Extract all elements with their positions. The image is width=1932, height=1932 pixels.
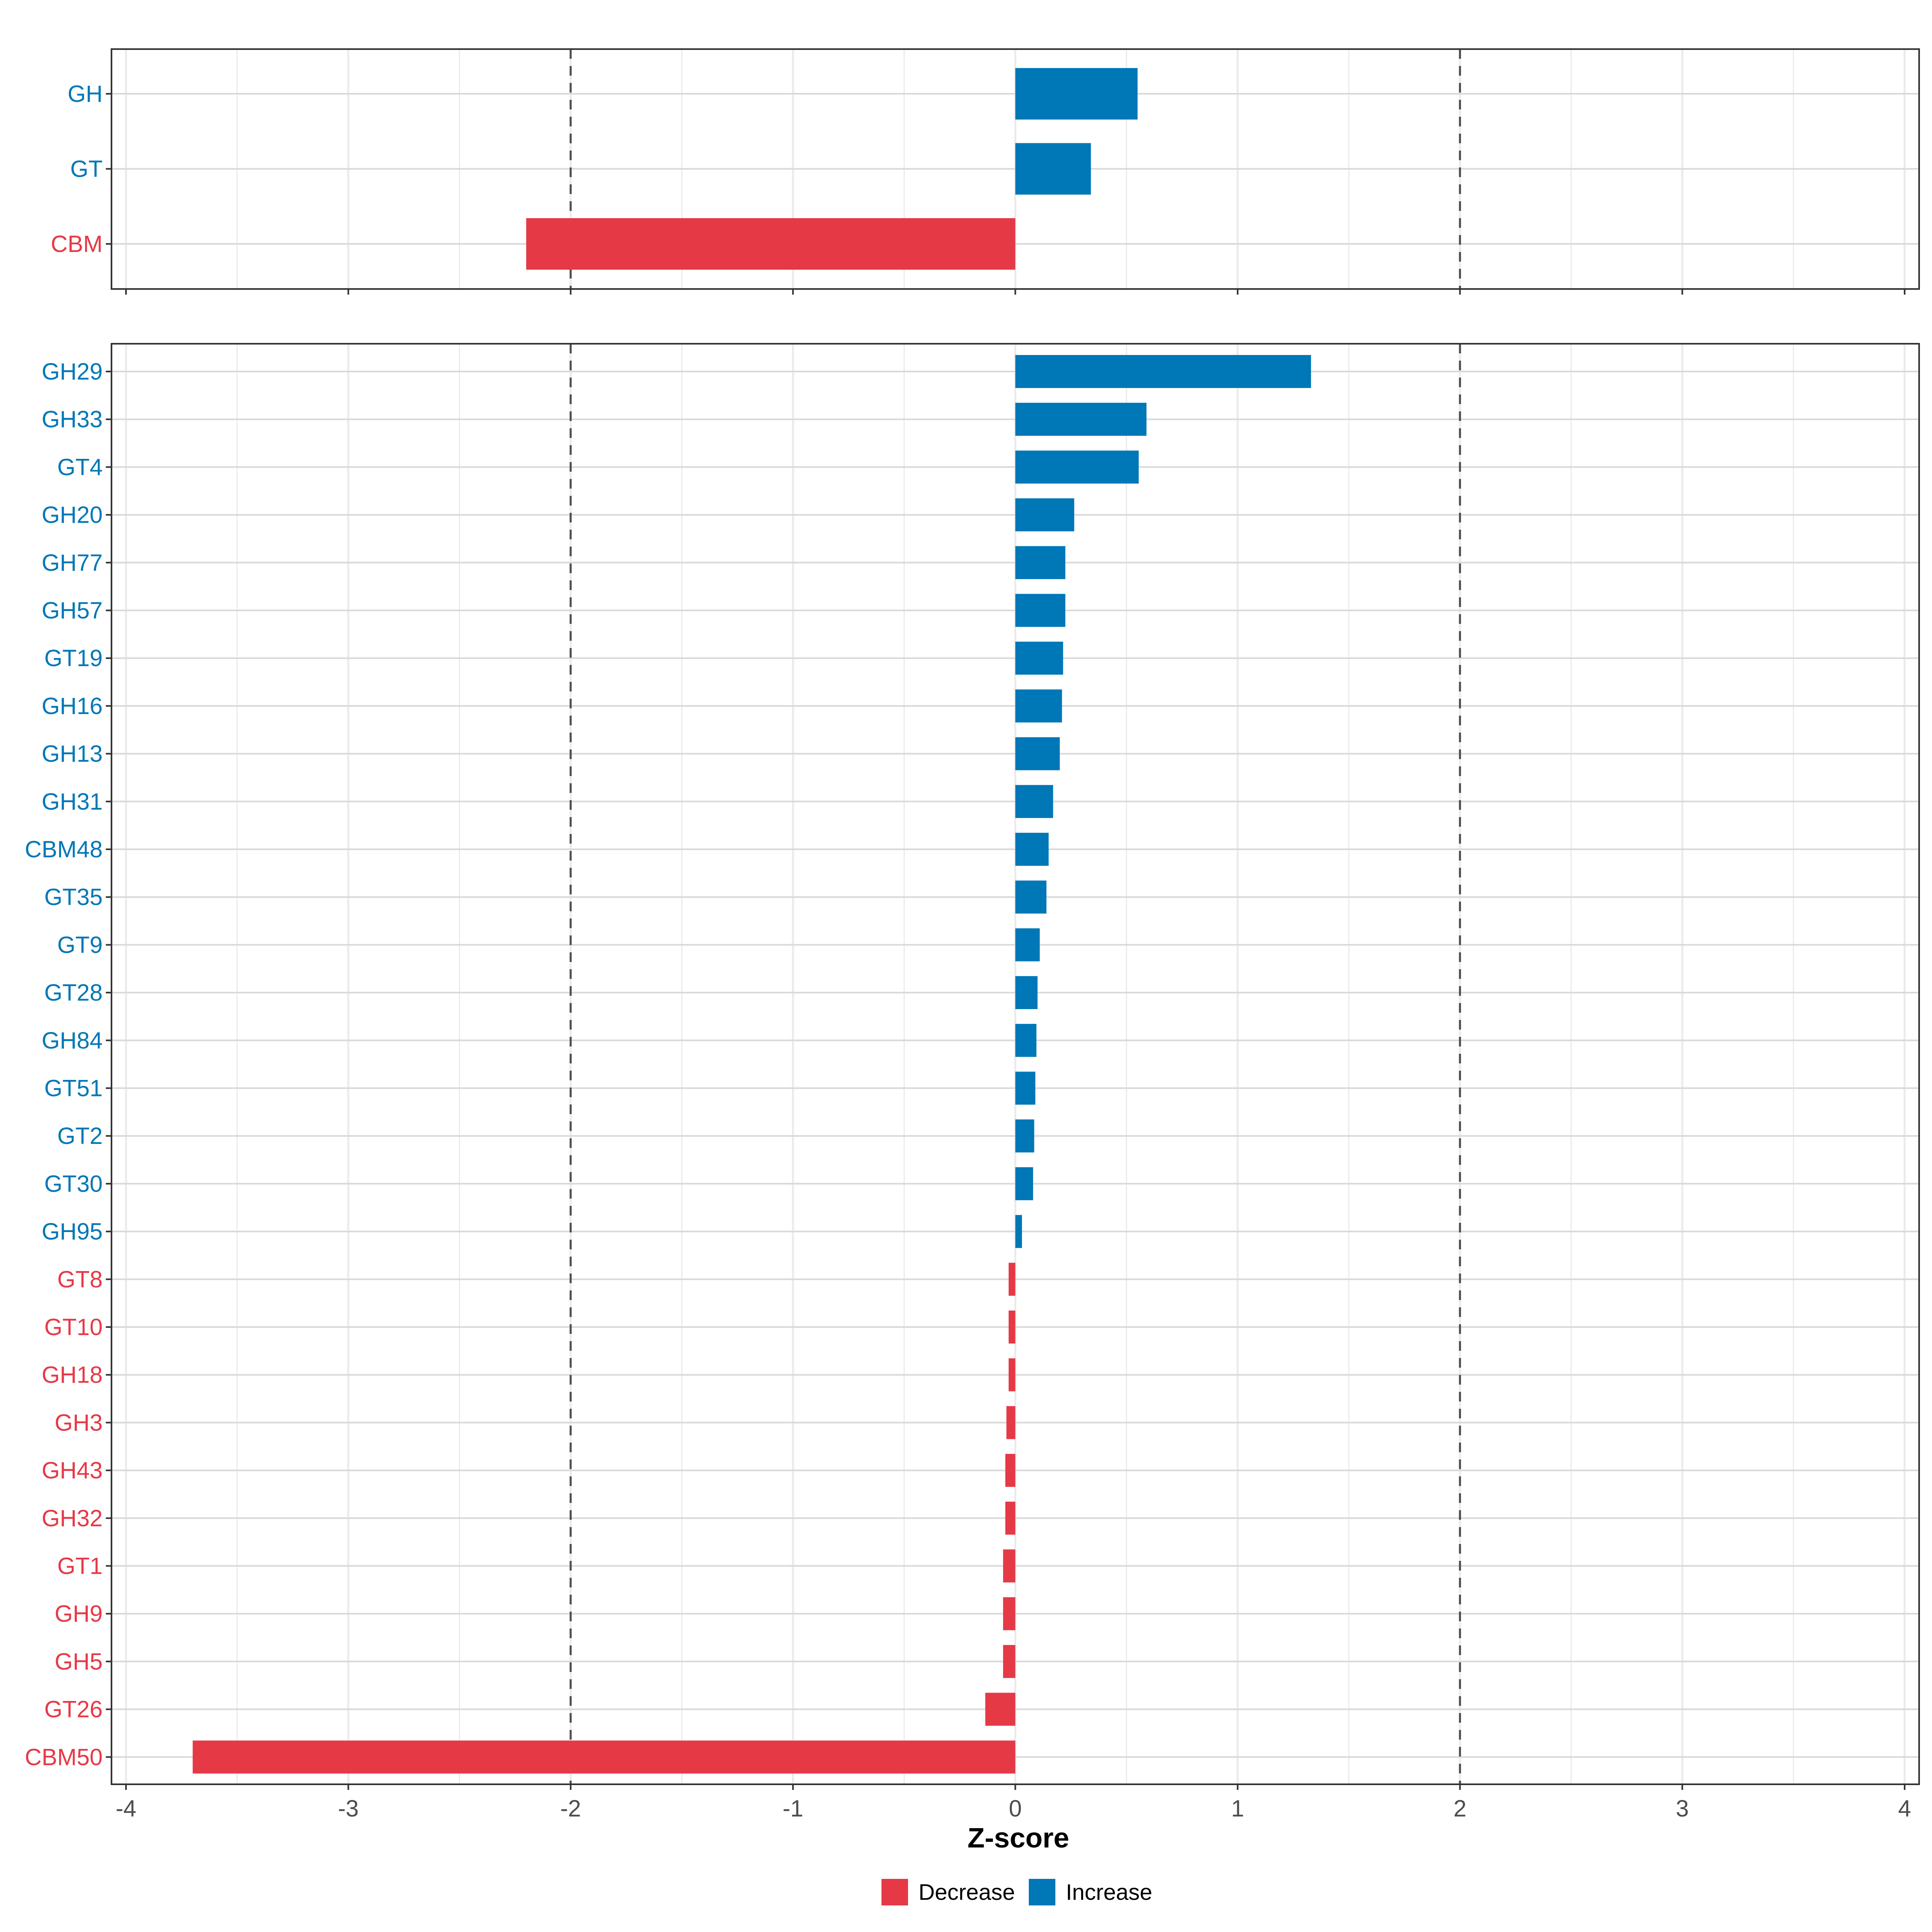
bar-gh9 [1003,1597,1016,1631]
y-tick-label-gh84: GH84 [41,1028,103,1054]
bar-gh29 [1015,355,1311,388]
y-tick-label-gh18: GH18 [41,1362,103,1388]
y-tick-label-gh9: GH9 [55,1601,103,1627]
y-tick-label-gt: GT [70,156,103,182]
bar-cbm [526,218,1016,270]
x-tick-label: -2 [560,1796,581,1822]
x-axis: -4 -3 -2 -1 0 1 2 3 4 [116,1796,1911,1822]
y-tick-label-gh57: GH57 [41,598,103,624]
x-tick-label: -1 [782,1796,803,1822]
x-tick-label: 2 [1453,1796,1466,1822]
y-tick-label-gh13: GH13 [41,741,103,767]
y-tick-label-cbm50: CBM50 [25,1744,103,1770]
x-tick-label: 3 [1676,1796,1688,1822]
bar-cbm48 [1015,833,1049,866]
y-tick-label-gh5: GH5 [55,1649,103,1675]
y-tick-label-cbm: CBM [51,231,103,257]
bar-gt28 [1015,976,1038,1009]
legend-item-increase: Increase [1029,1879,1152,1905]
bar-gh5 [1003,1645,1016,1678]
bar-gh84 [1015,1024,1036,1057]
panel-family-level: GH29 GH33 GT4 GH20 GH77 GH57 GT19 GH16 GH13 GH31 C… [25,343,1920,1790]
panel-class-level: GH GT CBM [51,48,1920,295]
legend-item-decrease: Decrease [881,1879,1015,1905]
y-tick-label-gt10: GT10 [44,1314,103,1340]
y-tick-label-gt28: GT28 [44,980,103,1006]
y-tick-label-gt35: GT35 [44,884,103,910]
bar-gt8 [1008,1263,1016,1296]
bar-gt2 [1015,1119,1034,1153]
y-tick-label-gt26: GT26 [44,1697,103,1723]
bar-gt30 [1015,1167,1033,1200]
bar-gh32 [1005,1501,1016,1535]
legend: Decrease Increase [881,1879,1152,1905]
bar-gh16 [1015,689,1062,722]
y-tick-label-gh20: GH20 [41,502,103,528]
y-tick-label-gt30: GT30 [44,1171,103,1197]
legend-label: Increase [1066,1879,1152,1905]
bar-gh57 [1015,594,1065,627]
bar-gh31 [1015,785,1053,818]
legend-swatch [881,1879,908,1905]
x-axis-title: Z-score [968,1822,1069,1854]
bar-gt51 [1015,1071,1036,1105]
y-tick-label-gh77: GH77 [41,550,103,576]
x-tick-label: 0 [1009,1796,1022,1822]
bar-gt26 [985,1693,1016,1726]
y-tick-label-gt19: GT19 [44,645,103,671]
y-tick-label-gt2: GT2 [57,1123,103,1149]
x-tick-label: -3 [338,1796,359,1822]
bar-gh [1015,68,1138,120]
x-tick-label: 1 [1231,1796,1244,1822]
x-tick-label: 4 [1898,1796,1911,1822]
bar-gt35 [1015,880,1046,914]
panels-layer: GHGTCBMGH29GH33GT4GH20GH77GH57GT19GH16GH… [25,48,1920,1790]
y-tick-label-gh29: GH29 [41,359,103,385]
y-tick-label-gh43: GH43 [41,1457,103,1484]
bar-gh33 [1015,402,1147,436]
y-tick-label-gt8: GT8 [57,1266,103,1292]
bar-cbm50 [192,1740,1016,1774]
y-tick-label-gh95: GH95 [41,1219,103,1245]
y-tick-label-gh3: GH3 [55,1410,103,1436]
y-tick-label-gt1: GT1 [57,1553,103,1579]
legend-swatch [1029,1879,1055,1905]
y-tick-label-gt9: GT9 [57,932,103,958]
bar-gh18 [1008,1358,1016,1391]
y-tick-label-cbm48: CBM48 [25,836,103,863]
bar-gh43 [1005,1454,1016,1487]
bar-gh20 [1015,498,1074,532]
bar-gh13 [1015,737,1060,770]
y-tick-label-gh16: GH16 [41,693,103,719]
y-tick-label-gh31: GH31 [41,788,103,815]
bar-gt19 [1015,642,1063,675]
y-tick-label-gt51: GT51 [44,1075,103,1102]
bar-gt [1015,143,1091,195]
y-tick-label-gt4: GT4 [57,454,103,480]
y-tick-label-gh32: GH32 [41,1505,103,1532]
bar-gt9 [1015,928,1040,962]
bar-gh3 [1006,1406,1016,1439]
x-tick-label: -4 [116,1796,136,1822]
bar-gh77 [1015,546,1065,579]
legend-label: Decrease [919,1879,1015,1905]
y-tick-label-gh: GH [68,81,103,107]
y-tick-label-gh33: GH33 [41,407,103,433]
bar-gh95 [1015,1215,1022,1248]
bar-gt10 [1008,1311,1016,1344]
bar-gt4 [1015,450,1139,484]
bar-gt1 [1003,1549,1016,1583]
